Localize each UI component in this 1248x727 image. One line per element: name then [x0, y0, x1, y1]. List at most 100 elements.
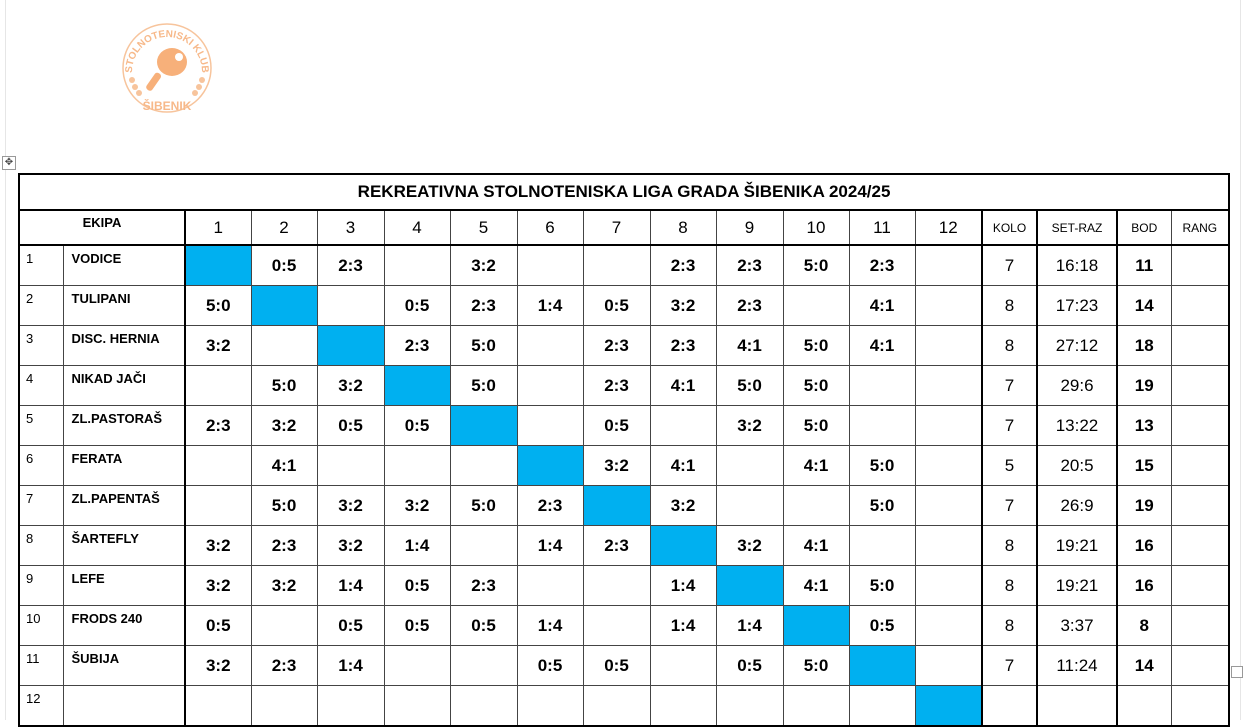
result-cell: 3:2: [250, 565, 318, 606]
result-cell: 2:3: [715, 285, 784, 326]
table-resize-handle[interactable]: [1231, 666, 1243, 678]
result-cell: [582, 565, 651, 606]
set-raz-cell: 19:21: [1036, 565, 1118, 606]
result-cell: 3:2: [383, 485, 451, 526]
result-cell: 3:2: [184, 565, 252, 606]
team-name: FRODS 240: [62, 605, 186, 646]
result-cell: 0:5: [449, 605, 518, 646]
table-row: 10 FRODS 240 0:5 0:5 0:5 0:5 1:4 1:4 1:4 0:5 8 3:37…: [18, 605, 1230, 646]
table-row: 4 NIKAD JAČI 5:0 3:2 5:0 2:3 4:1 5:0 5:0 7 29:6 19: [18, 365, 1230, 406]
row-number: 9: [18, 565, 64, 606]
header-kolo: KOLO: [981, 209, 1038, 246]
header-col-1: 1: [184, 209, 252, 246]
header-col-7: 7: [582, 209, 651, 246]
result-cell: 3:2: [449, 244, 518, 286]
result-cell: 0:5: [715, 645, 784, 686]
result-cell: 5:0: [782, 365, 850, 406]
page-edge-right: [1240, 0, 1241, 720]
result-cell: 5:0: [250, 365, 318, 406]
result-cell: [715, 485, 784, 526]
header-col-4: 4: [383, 209, 451, 246]
row-number: 11: [18, 645, 64, 686]
result-cell: 3:2: [316, 525, 385, 566]
diagonal-cell: [449, 405, 518, 446]
diagonal-cell: [715, 565, 784, 606]
set-raz-cell: 26:9: [1036, 485, 1118, 526]
result-cell: [184, 485, 252, 526]
bod-cell: 16: [1116, 565, 1172, 606]
set-raz-cell: 16:18: [1036, 244, 1118, 286]
svg-text:ŠIBENIK: ŠIBENIK: [143, 98, 192, 113]
result-cell: 5:0: [449, 365, 518, 406]
kolo-cell: 8: [981, 565, 1038, 606]
result-cell: 2:3: [184, 405, 252, 446]
set-raz-cell: 19:21: [1036, 525, 1118, 566]
diagonal-cell: [316, 325, 385, 366]
row-number: 6: [18, 445, 64, 486]
rang-cell: [1170, 645, 1230, 686]
result-cell: 2:3: [316, 244, 385, 286]
bod-cell: 8: [1116, 605, 1172, 646]
result-cell: [383, 645, 451, 686]
team-name: LEFE: [62, 565, 186, 606]
header-col-12: 12: [914, 209, 983, 246]
set-raz-cell: 17:23: [1036, 285, 1118, 326]
result-cell: 5:0: [250, 485, 318, 526]
kolo-cell: 7: [981, 244, 1038, 286]
result-cell: 4:1: [649, 365, 717, 406]
result-cell: 5:0: [848, 445, 916, 486]
table-row: 8 ŠARTEFLY 3:2 2:3 3:2 1:4 1:4 2:3 3:2 4:1 8 19:21 1…: [18, 525, 1230, 566]
result-cell: 2:3: [250, 525, 318, 566]
row-number: 4: [18, 365, 64, 406]
table-row: 5 ZL.PASTORAŠ 2:3 3:2 0:5 0:5 0:5 3:2 5:0 7 13:22 1…: [18, 405, 1230, 446]
title-row: REKREATIVNA STOLNOTENISKA LIGA GRADA ŠIB…: [18, 173, 1230, 211]
result-cell: [316, 445, 385, 486]
team-name: FERATA: [62, 445, 186, 486]
result-cell: [782, 285, 850, 326]
row-number: 10: [18, 605, 64, 646]
bod-cell: 15: [1116, 445, 1172, 486]
result-cell: 2:3: [649, 244, 717, 286]
table-row: 1 VODICE 0:5 2:3 3:2 2:3 2:3 5:0 2:3 7 16:18 11: [18, 244, 1230, 286]
table-move-handle-icon[interactable]: ✥: [2, 156, 16, 170]
result-cell: [715, 445, 784, 486]
result-cell: 3:2: [649, 285, 717, 326]
result-cell: [782, 485, 850, 526]
result-cell: [449, 445, 518, 486]
header-col-2: 2: [250, 209, 318, 246]
result-cell: 2:3: [383, 325, 451, 366]
table-row: 9 LEFE 3:2 3:2 1:4 0:5 2:3 1:4 4:1 5:0 8 19:21 16: [18, 565, 1230, 606]
table-row: 3 DISC. HERNIA 3:2 2:3 5:0 2:3 2:3 4:1 5:0 4:1 8 27…: [18, 325, 1230, 366]
result-cell: 0:5: [582, 285, 651, 326]
result-cell: 1:4: [715, 605, 784, 646]
result-cell: [516, 565, 584, 606]
rang-cell: [1170, 285, 1230, 326]
result-cell: 0:5: [383, 565, 451, 606]
result-cell: [383, 244, 451, 286]
rang-cell: [1170, 445, 1230, 486]
result-cell: 4:1: [782, 565, 850, 606]
header-col-8: 8: [649, 209, 717, 246]
team-name: NIKAD JAČI: [62, 365, 186, 406]
result-cell: [250, 325, 318, 366]
rang-cell: [1170, 525, 1230, 566]
result-cell: [316, 285, 385, 326]
result-cell: 2:3: [582, 325, 651, 366]
result-cell: 0:5: [383, 285, 451, 326]
result-cell: 5:0: [184, 285, 252, 326]
result-cell: 1:4: [383, 525, 451, 566]
team-name: ŠUBIJA: [62, 645, 186, 686]
result-cell: 0:5: [582, 405, 651, 446]
result-cell: 1:4: [649, 605, 717, 646]
rang-cell: [1170, 244, 1230, 286]
result-cell: 0:5: [250, 244, 318, 286]
result-cell: 2:3: [250, 645, 318, 686]
result-cell: 5:0: [449, 485, 518, 526]
result-cell: 4:1: [848, 285, 916, 326]
bod-cell: 19: [1116, 485, 1172, 526]
result-cell: [848, 525, 916, 566]
result-cell: 0:5: [582, 645, 651, 686]
set-raz-cell: 3:37: [1036, 605, 1118, 646]
rang-cell: [1170, 365, 1230, 406]
result-cell: 3:2: [316, 365, 385, 406]
